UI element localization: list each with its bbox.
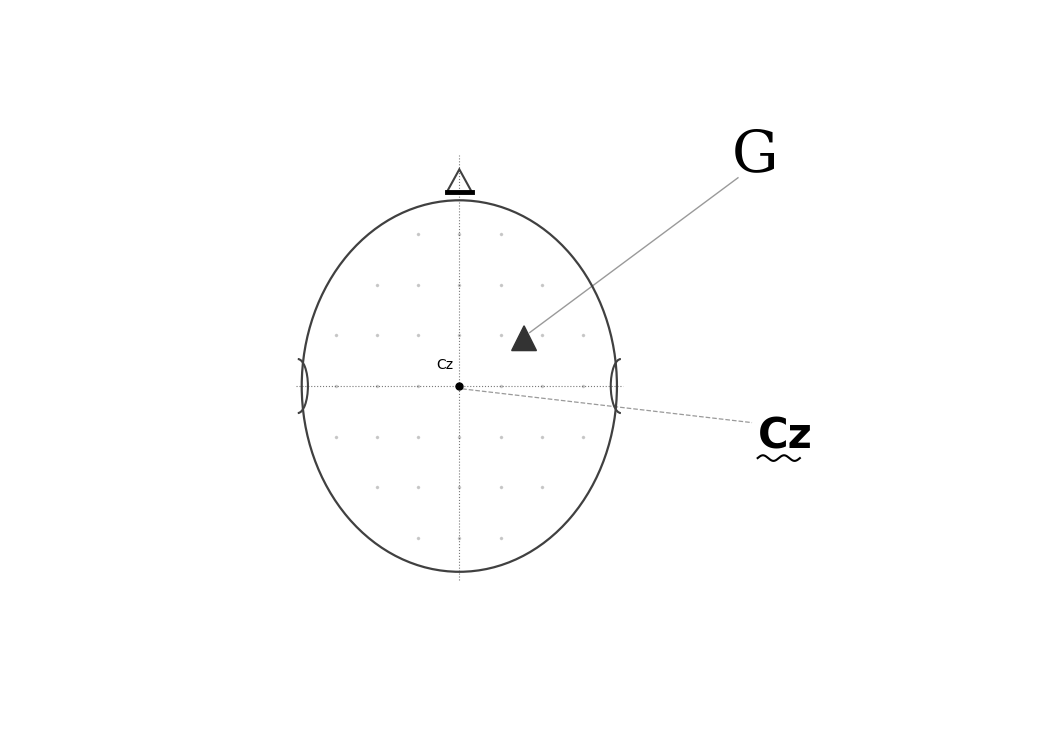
Text: Cz: Cz [758, 416, 813, 458]
Text: G: G [731, 127, 778, 183]
Polygon shape [511, 326, 537, 351]
Text: Cz: Cz [436, 358, 454, 372]
